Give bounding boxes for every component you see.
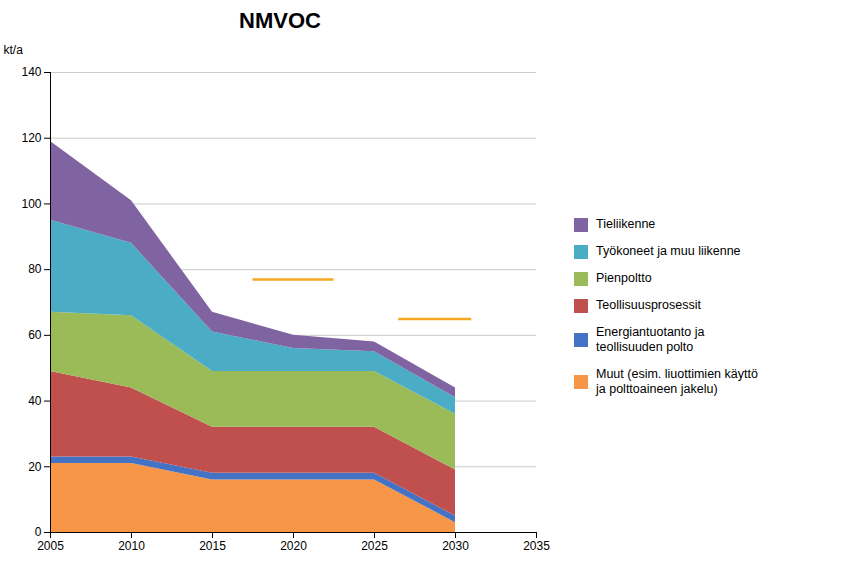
html-text:NMVOC: NMVOC [239,8,321,33]
svg-text:60: 60 [28,328,42,342]
svg-text:2010: 2010 [118,539,145,553]
svg-text:2015: 2015 [199,539,226,553]
svg-text:20: 20 [28,460,42,474]
html-text:Muut (esim. liuottimien käyttö: Muut (esim. liuottimien käyttö ja poltto… [596,367,758,396]
html-text:Energiantuotanto ja teollisuud: Energiantuotanto ja teollisuuden polto [596,325,705,354]
svg-text:2020: 2020 [280,539,307,553]
svg-text:2035: 2035 [523,539,550,553]
html-text:Tieliikenne: Tieliikenne [596,217,656,231]
html-text:Teollisuusprosessit: Teollisuusprosessit [596,298,701,312]
svg-text:40: 40 [28,394,42,408]
svg-text:2030: 2030 [442,539,469,553]
svg-text:140: 140 [21,65,41,79]
svg-text:100: 100 [21,197,41,211]
html-text:Työkoneet ja muu liikenne: Työkoneet ja muu liikenne [596,244,741,258]
svg-text:kt/a: kt/a [4,43,24,57]
svg-text:80: 80 [28,262,42,276]
svg-text:0: 0 [35,525,42,539]
svg-text:2005: 2005 [37,539,64,553]
svg-text:2025: 2025 [361,539,388,553]
svg-text:120: 120 [21,131,41,145]
html-text:Pienpoltto: Pienpoltto [596,271,652,285]
